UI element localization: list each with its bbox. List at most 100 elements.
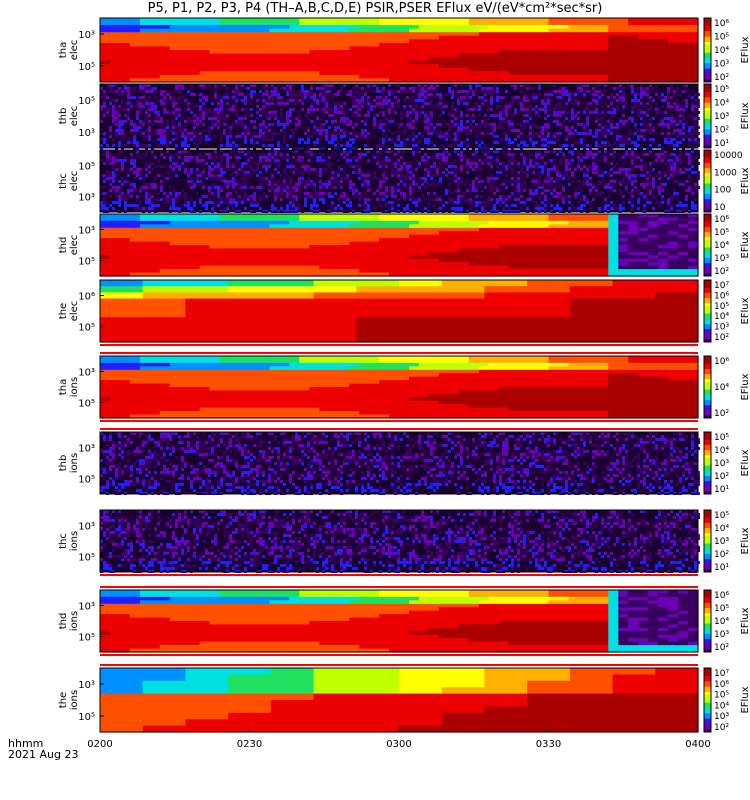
spectrogram-cells — [100, 18, 699, 83]
colorbar-frame — [703, 509, 712, 573]
colorbar-frame — [703, 667, 712, 733]
panel-frame — [99, 355, 699, 419]
colorbar-label: EFlux — [740, 297, 750, 324]
spectrogram-cells — [100, 668, 699, 733]
colorbar-frame — [703, 17, 712, 83]
time-format-label: hhmm — [8, 737, 44, 750]
colorbar-tick-label: 10² — [714, 333, 729, 343]
panel-ylabel-line: thc — [58, 533, 69, 549]
panel-ylabel-line: elec — [69, 301, 80, 322]
colorbar: 10⁶ 10⁵ 10⁴ 10³ 10² EFlux — [703, 213, 750, 277]
separator-stripe-1 — [100, 420, 698, 430]
chart-title: P5, P1, P2, P3, P4 (TH–A,B,C,D,E) PSIR,P… — [147, 1, 603, 16]
ytick-label: 10⁵ — [78, 62, 95, 73]
colorbar-tick-label: 10³ — [714, 712, 729, 722]
separator-stripe-0 — [100, 344, 698, 354]
panel-ylabel-line: elec — [69, 235, 80, 256]
colorbar-tick-label: 10² — [714, 73, 729, 83]
panel-ylabel-line: thd — [58, 237, 69, 254]
colorbar-tick-label: 10³ — [714, 254, 729, 264]
ytick-label: 10⁵ — [78, 633, 95, 644]
colorbar-tick-label: 10⁵ — [714, 604, 729, 614]
panel-ylabel-line: the — [58, 692, 69, 708]
panel-ylabel-line: the — [58, 303, 69, 319]
spectrogram-cells — [100, 84, 700, 150]
colorbar-tick-label: 10⁴ — [714, 446, 729, 456]
colorbar-tick-label: 10⁴ — [714, 383, 729, 393]
ytick-label: 10³ — [78, 680, 95, 691]
ytick-label: 10³ — [78, 368, 95, 379]
ytick-label: 10⁵ — [78, 399, 95, 410]
colorbar-tick-label: 10⁴ — [714, 241, 729, 251]
panel-ylabel: thcions — [58, 531, 80, 551]
panel-frame — [99, 431, 699, 495]
xtick-label: 0400 — [685, 739, 710, 750]
ytick-label: 10⁵ — [78, 475, 95, 486]
panel-ylabel-line: ions — [69, 377, 80, 397]
colorbar-tick-label: 10⁶ — [714, 591, 729, 601]
x-axis: 0200 0230 0300 0330 0400 — [87, 727, 711, 750]
colorbar-tick-label: 10⁵ — [714, 511, 729, 521]
panel-ylabel: theelec — [58, 301, 80, 322]
colorbar-tick-label: 10⁵ — [714, 228, 729, 238]
colorbar-frame — [703, 149, 712, 213]
ytick-label: 10³ — [78, 193, 95, 204]
panel-ylabel-line: thb — [58, 108, 69, 125]
colorbar: 10000 1000 100 10 EFlux — [703, 149, 750, 213]
colorbar-tick-label: 10 — [714, 203, 726, 213]
panel-frame — [99, 17, 699, 83]
spectrogram-cells — [100, 432, 700, 495]
ytick-label: 10³ — [78, 522, 95, 533]
colorbar-label: EFlux — [740, 607, 750, 634]
ytick-label: 10⁵ — [78, 96, 95, 107]
colorbar-tick-label: 100 — [714, 186, 731, 196]
colorbar-tick-label: 10⁵ — [714, 302, 729, 312]
panel-ylabel-line: ions — [69, 531, 80, 551]
colorbar-label: EFlux — [740, 231, 750, 258]
panel-ylabel: thaelec — [58, 40, 80, 61]
colorbar-tick-label: 10000 — [714, 151, 743, 161]
ytick-label: 10³ — [78, 128, 95, 139]
colorbar-tick-label: 10⁴ — [714, 617, 729, 627]
separator-stripe-2 — [100, 574, 698, 588]
colorbar-tick-label: 10¹ — [714, 139, 729, 149]
panel-ylabel: thbions — [58, 453, 80, 473]
ytick-label: 10³ — [78, 444, 95, 455]
panel-ylabel-line: ions — [69, 611, 80, 631]
colorbar-frame — [703, 213, 712, 277]
ytick-label: 10⁵ — [78, 553, 95, 564]
colorbar-frame — [703, 589, 712, 653]
colorbar-tick-label: 10⁵ — [714, 691, 729, 701]
colorbar-tick-label: 10⁴ — [714, 99, 729, 109]
colorbar-tick-label: 10³ — [714, 630, 729, 640]
colorbar-tick-label: 10⁶ — [714, 215, 729, 225]
spectrogram-cells — [100, 590, 699, 653]
colorbar-label: EFlux — [740, 167, 750, 194]
panel-ylabel: theions — [58, 690, 80, 710]
spectrogram-cells — [100, 150, 700, 213]
colorbar: 10⁶ 10⁵ 10⁴ 10³ 10² EFlux — [703, 589, 750, 653]
colorbar: 10⁶ 10⁴ 10² EFlux — [703, 355, 750, 419]
colorbar-label: EFlux — [740, 449, 750, 476]
panel-frame — [99, 83, 699, 149]
panel-ylabel: thbelec — [58, 106, 80, 127]
panel-ylabel-line: elec — [69, 40, 80, 61]
colorbar-frame — [703, 83, 712, 149]
colorbar-frame — [703, 431, 712, 495]
spectrogram-cells — [100, 356, 699, 419]
colorbar: 10⁶ 10⁵ 10⁴ 10³ 10² EFlux — [703, 17, 750, 83]
panel-ylabel-line: tha — [58, 42, 69, 58]
colorbar-tick-label: 10¹ — [714, 485, 729, 495]
panel-ylabel-line: ions — [69, 453, 80, 473]
colorbar-label: EFlux — [740, 373, 750, 400]
separator-stripe-3 — [100, 654, 698, 666]
panel-frame — [99, 149, 699, 213]
